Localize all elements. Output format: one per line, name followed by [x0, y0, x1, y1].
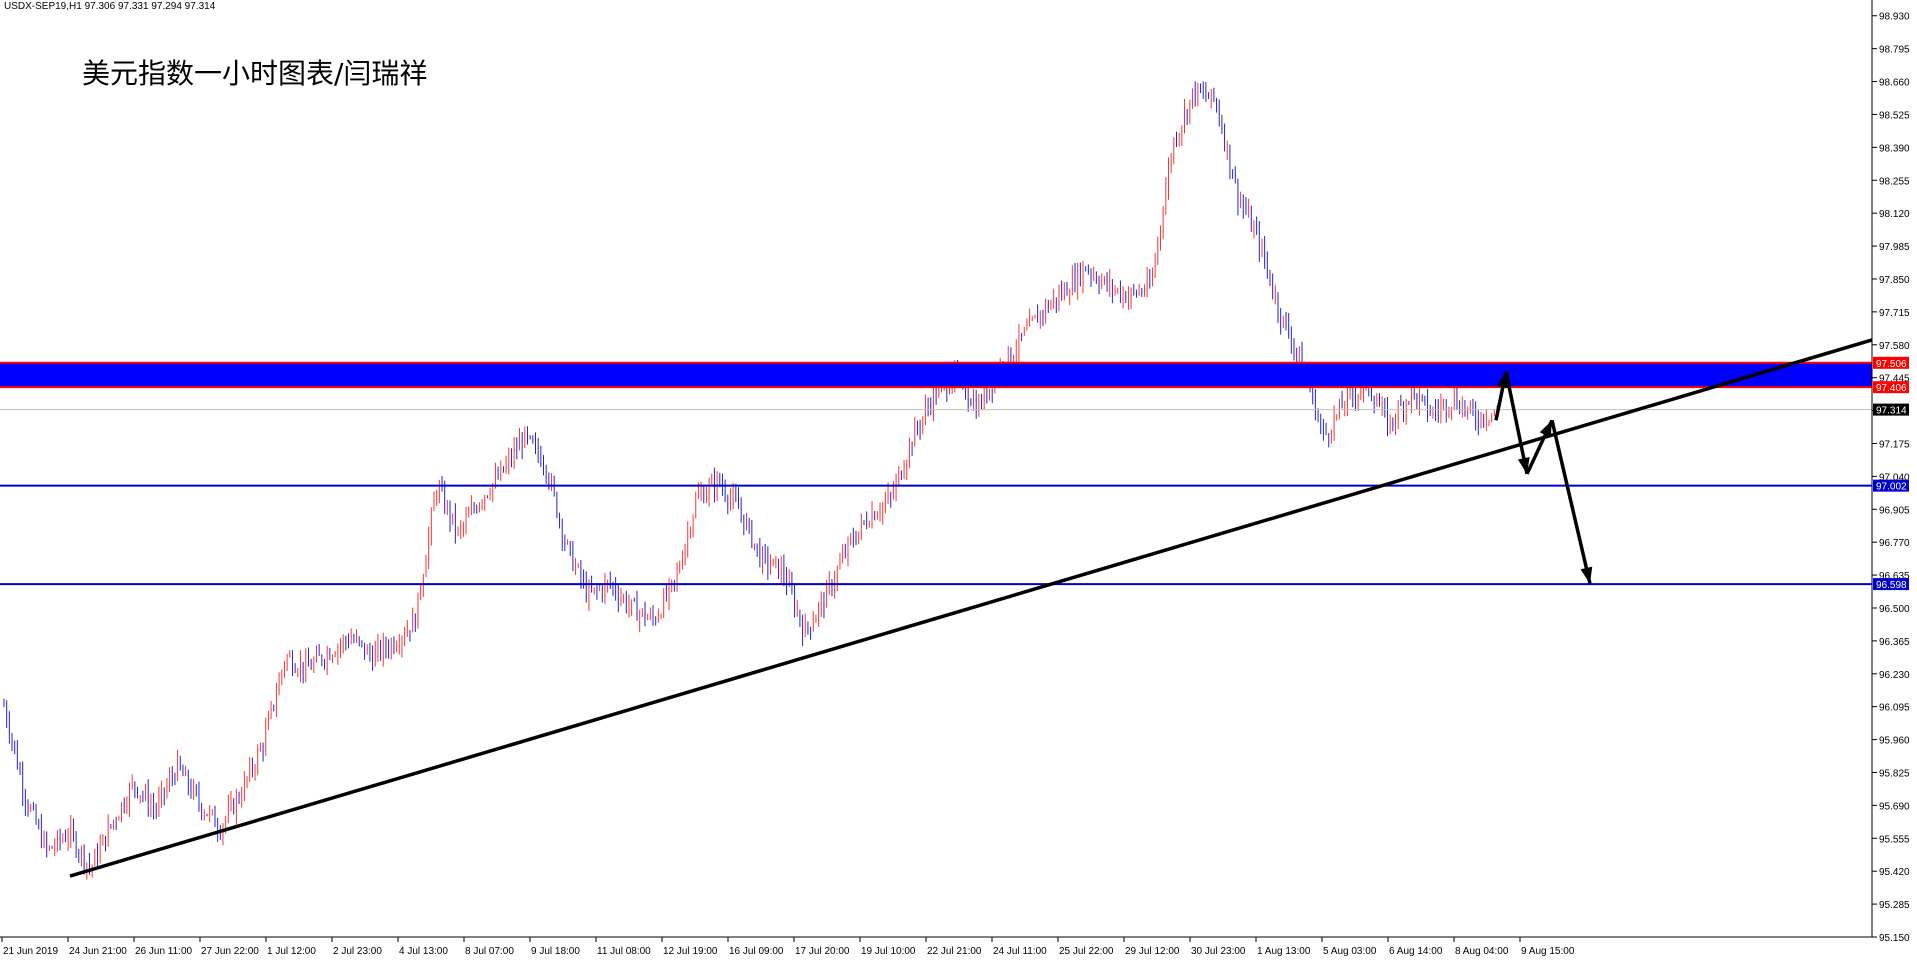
x-tick-label: 30 Jul 23:00	[1191, 946, 1246, 957]
y-tick-label: 95.285	[1879, 900, 1910, 911]
y-tick-label: 97.850	[1879, 275, 1910, 286]
y-tick-label: 96.770	[1879, 538, 1910, 549]
x-tick-label: 24 Jun 21:00	[69, 946, 127, 957]
x-tick-label: 21 Jun 2019	[3, 946, 58, 957]
x-tick-label: 11 Jul 08:00	[597, 946, 651, 957]
y-tick-label: 96.230	[1879, 670, 1910, 681]
y-tick-label: 98.525	[1879, 110, 1910, 121]
chart-title: 美元指数一小时图表/闫瑞祥	[82, 57, 428, 90]
zone-upper-price-label: 97.506	[1876, 359, 1907, 370]
y-tick-label: 98.795	[1879, 45, 1910, 56]
y-tick-label: 96.095	[1879, 703, 1910, 714]
x-tick-label: 1 Aug 13:00	[1257, 946, 1311, 957]
y-tick-label: 96.635	[1879, 571, 1910, 582]
y-tick-label: 95.960	[1879, 736, 1910, 747]
projection-arrows	[1494, 371, 1593, 585]
x-tick-label: 8 Jul 07:00	[465, 946, 514, 957]
x-tick-label: 5 Aug 03:00	[1323, 946, 1377, 957]
x-tick-label: 26 Jun 11:00	[135, 946, 193, 957]
projection-arrow-head	[1517, 457, 1530, 474]
y-tick-label: 98.390	[1879, 143, 1910, 154]
x-tick-label: 2 Jul 23:00	[333, 946, 382, 957]
x-tick-label: 9 Jul 18:00	[531, 946, 580, 957]
support-1-price-label: 97.002	[1876, 482, 1907, 493]
y-tick-label: 98.255	[1879, 176, 1910, 187]
y-tick-label: 97.715	[1879, 308, 1910, 319]
y-tick-label: 95.555	[1879, 834, 1910, 845]
y-tick-label: 95.150	[1879, 933, 1910, 944]
y-tick-label: 98.120	[1879, 209, 1910, 220]
y-tick-label: 96.500	[1879, 604, 1910, 615]
x-tick-label: 25 Jul 22:00	[1059, 946, 1114, 957]
y-tick-label: 97.445	[1879, 374, 1910, 385]
support-1-price-label-bg	[1873, 479, 1909, 492]
y-tick-label: 97.040	[1879, 472, 1910, 483]
x-tick-label: 8 Aug 04:00	[1455, 946, 1509, 957]
support-2-price-label: 96.598	[1876, 580, 1907, 591]
x-tick-label: 24 Jul 11:00	[993, 946, 1047, 957]
y-tick-label: 95.825	[1879, 768, 1910, 779]
candlestick-series	[3, 81, 1498, 880]
y-tick-label: 98.660	[1879, 78, 1910, 89]
y-tick-label: 96.905	[1879, 505, 1910, 516]
current-price-label: 97.314	[1876, 406, 1907, 417]
trendline-layer	[69, 338, 1873, 878]
x-tick-label: 16 Jul 09:00	[729, 946, 784, 957]
projection-arrow-head	[1580, 566, 1593, 584]
current-price-label-bg	[1873, 403, 1909, 416]
x-tick-label: 12 Jul 19:00	[663, 946, 718, 957]
y-tick-label: 96.365	[1879, 637, 1910, 648]
resistance-zone	[0, 362, 1872, 388]
projection-arrow-head	[1539, 420, 1552, 438]
zone-upper-price-label-bg	[1873, 356, 1909, 369]
y-tick-label: 97.580	[1879, 341, 1910, 352]
y-tick-label: 95.420	[1879, 867, 1910, 878]
x-tick-label: 22 Jul 21:00	[927, 946, 982, 957]
symbol-quote-line: USDX-SEP19,H1 97.306 97.331 97.294 97.31…	[4, 1, 216, 12]
x-tick-label: 19 Jul 10:00	[861, 946, 916, 957]
zone-lower-price-label-bg	[1873, 381, 1909, 394]
x-tick-label: 17 Jul 20:00	[795, 946, 850, 957]
x-tick-label: 27 Jun 22:00	[201, 946, 259, 957]
projection-arrow-shaft	[1504, 371, 1529, 475]
y-tick-label: 97.985	[1879, 242, 1910, 253]
x-tick-label: 1 Jul 12:00	[267, 946, 316, 957]
price-levels	[0, 361, 1872, 586]
y-tick-label: 98.930	[1879, 12, 1910, 23]
zone-lower-price-label: 97.406	[1876, 383, 1907, 394]
y-tick-label: 97.175	[1879, 439, 1910, 450]
support-2-price-label-bg	[1873, 578, 1909, 591]
projection-arrow-shaft	[1550, 419, 1592, 585]
ascending-trendline	[69, 338, 1873, 878]
x-tick-label: 29 Jul 12:00	[1125, 946, 1180, 957]
x-tick-label: 9 Aug 15:00	[1521, 946, 1575, 957]
y-tick-label: 95.690	[1879, 801, 1910, 812]
x-tick-label: 6 Aug 14:00	[1389, 946, 1443, 957]
x-tick-label: 4 Jul 13:00	[399, 946, 448, 957]
